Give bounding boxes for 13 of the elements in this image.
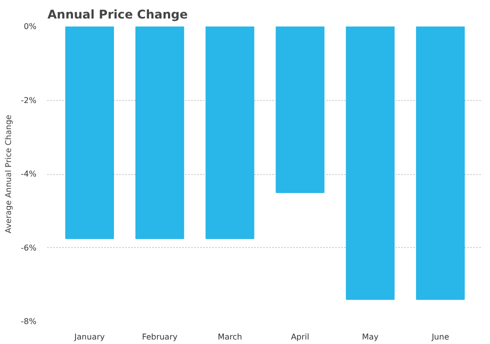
y-tick-label: -6% bbox=[20, 243, 37, 252]
x-tick-label: May bbox=[362, 332, 379, 342]
y-tick-label: 0% bbox=[24, 22, 37, 31]
x-tick-label: January bbox=[73, 332, 106, 342]
chart-title: Annual Price Change bbox=[48, 8, 188, 22]
x-tick-label: April bbox=[290, 332, 310, 342]
x-tick-label: June bbox=[430, 332, 450, 342]
y-tick-label: -4% bbox=[20, 170, 37, 178]
x-tick-label: February bbox=[142, 332, 178, 342]
y-tick-label: -8% bbox=[20, 317, 37, 326]
x-tick-label: March bbox=[218, 332, 242, 342]
y-tick-label: -2% bbox=[20, 96, 37, 105]
y-axis-title: Average Annual Price Change bbox=[4, 114, 13, 234]
